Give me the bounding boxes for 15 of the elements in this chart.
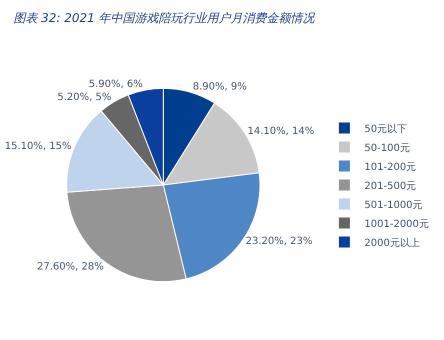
legend-label: 50元以下: [364, 122, 408, 135]
legend-label: 101-200元: [364, 162, 416, 173]
chart-title: 图表 32: 2021 年中国游戏陪玩行业用户月消费金额情况: [13, 11, 316, 25]
legend-label: 50-100元: [364, 142, 410, 154]
data-label: 23.20%, 23%: [246, 236, 312, 248]
data-label: 27.60%, 28%: [37, 261, 104, 272]
legend-label: 501-1000元: [364, 200, 423, 211]
data-label: 5.20%, 5%: [57, 92, 112, 104]
legend-label: 1001-2000元: [364, 218, 429, 230]
data-label: 14.10%, 14%: [248, 126, 314, 137]
legend-label: 2000元以上: [364, 236, 420, 249]
data-label: 5.90%, 6%: [88, 79, 143, 90]
data-label: 8.90%, 9%: [192, 82, 247, 93]
data-label: 15.10%, 15%: [4, 141, 72, 152]
legend-label: 201-500元: [364, 180, 416, 192]
